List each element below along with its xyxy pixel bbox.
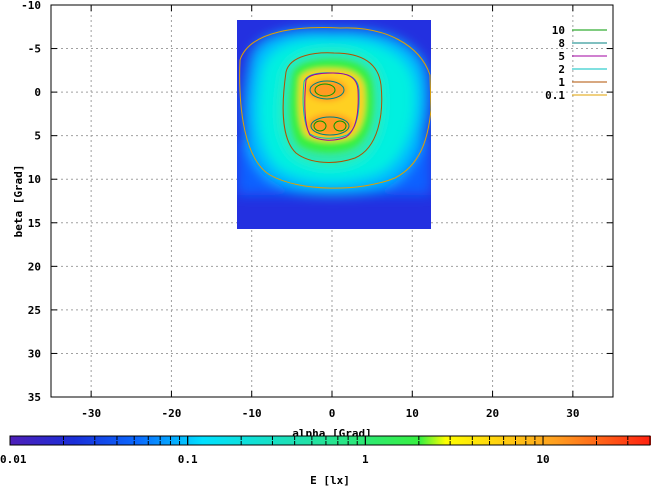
contour-10-top [314, 83, 336, 97]
contour-8-bottom [310, 116, 350, 136]
legend-label: 0.1 [545, 89, 565, 102]
x-tick-label: 20 [486, 407, 499, 420]
x-tick-label: 0 [329, 407, 336, 420]
contour-5 [304, 72, 359, 141]
colorbar-gradient [10, 436, 651, 445]
contour-10-bottom-left [313, 120, 327, 132]
contour-1 [282, 52, 383, 163]
y-tick-label: 5 [34, 130, 41, 143]
legend-label: 2 [558, 63, 565, 76]
colorbar-tick-label: 0.01 [0, 453, 27, 466]
colorbar-tick-label: 10 [536, 453, 549, 466]
y-tick-label: -5 [28, 43, 41, 56]
contour-8-top [309, 80, 345, 100]
y-axis-title: beta [Grad] [12, 165, 25, 238]
y-tick-label: 15 [28, 217, 41, 230]
y-tick-label: 10 [28, 173, 41, 186]
legend-label: 8 [558, 37, 565, 50]
legend-label: 10 [552, 24, 565, 37]
legend-label: 1 [558, 76, 565, 89]
y-tick-label: -10 [21, 0, 41, 12]
y-tick-label: 35 [28, 391, 41, 404]
colorbar-title: E [lx] [310, 474, 350, 486]
contour-0.1 [239, 27, 431, 189]
contour-10-bottom-right [333, 120, 347, 132]
x-tick-label: -10 [242, 407, 262, 420]
legend-label: 5 [558, 50, 565, 63]
y-tick-label: 30 [28, 347, 41, 360]
y-tick-label: 20 [28, 260, 41, 273]
colorbar: 0.01 0.1 1 10 [0, 435, 651, 466]
colorbar-ticks: 0.01 0.1 1 10 [0, 436, 651, 466]
x-tick-label: -30 [81, 407, 101, 420]
colorbar-tick-label: 0.1 [178, 453, 198, 466]
heatmap-hotspot-top [307, 79, 347, 101]
y-tick-label: 0 [34, 86, 41, 99]
colorbar-tick-label: 1 [362, 453, 369, 466]
x-tick-label: 10 [406, 407, 419, 420]
x-tick-label: -20 [161, 407, 181, 420]
y-tick-label: 25 [28, 304, 41, 317]
x-tick-label: 30 [566, 407, 579, 420]
heatmap [237, 20, 431, 229]
